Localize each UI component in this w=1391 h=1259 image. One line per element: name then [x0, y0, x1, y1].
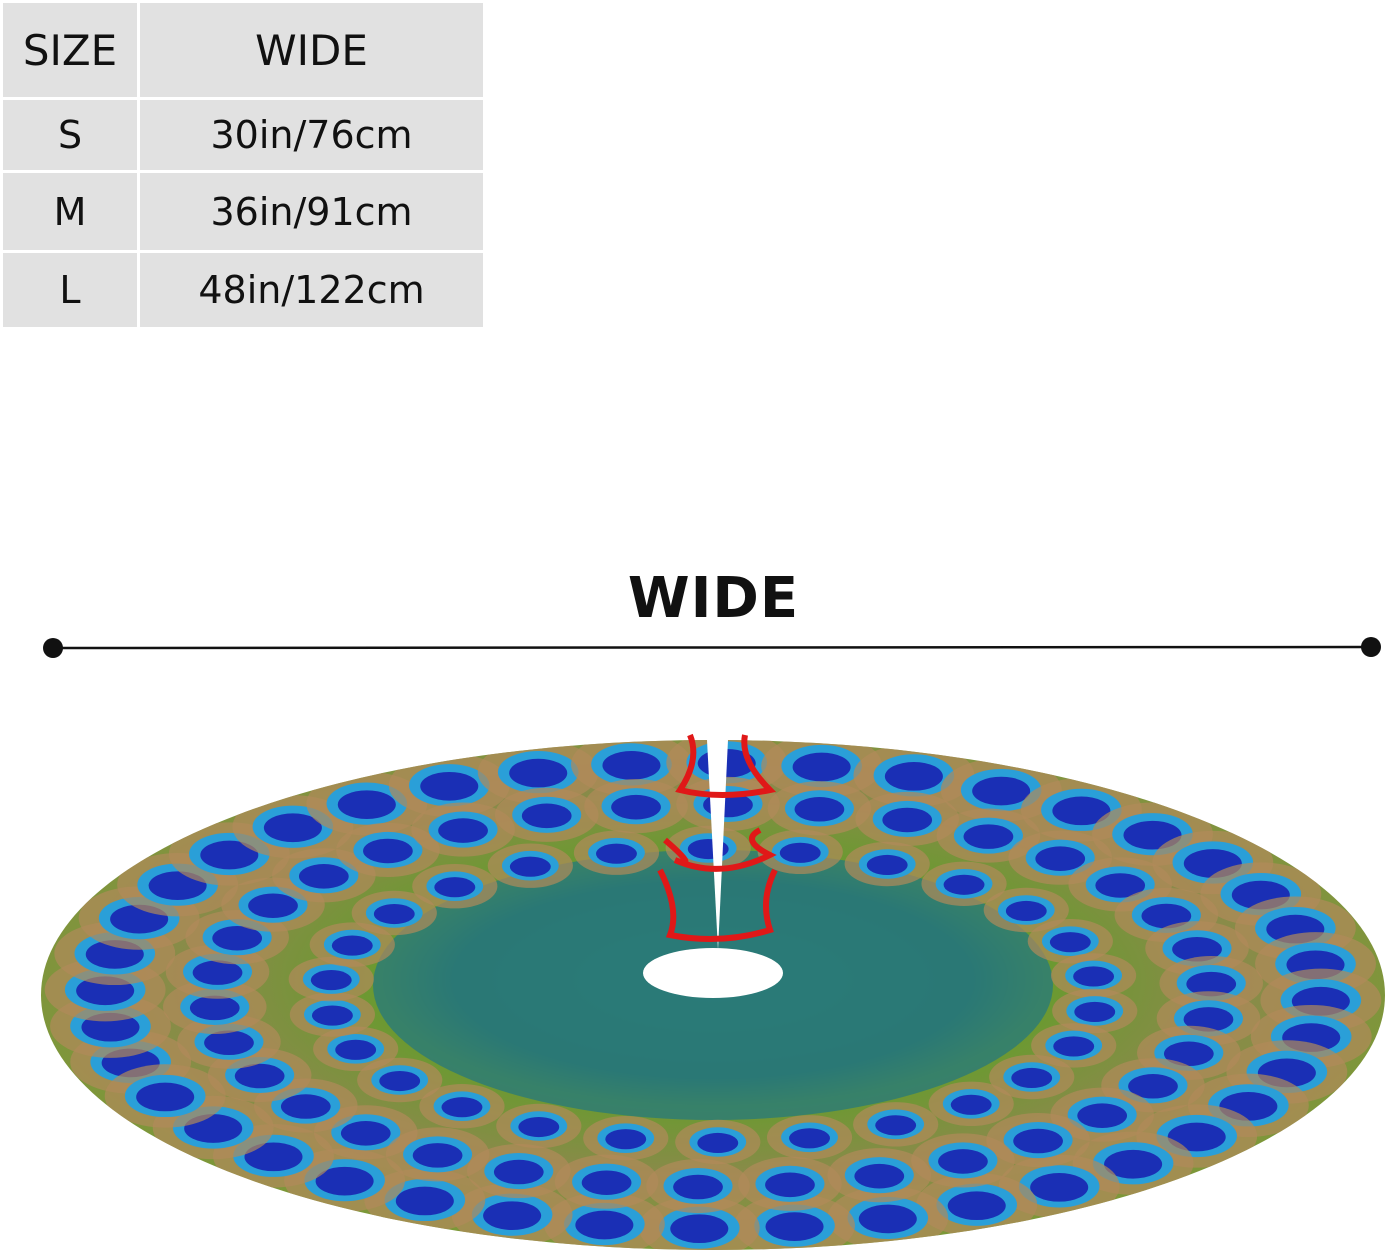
feather-eye — [411, 802, 515, 857]
feather-eye — [675, 1119, 761, 1165]
wide-column-header: WIDE — [140, 3, 483, 97]
feather-eye — [487, 843, 573, 888]
feather-eye — [844, 841, 930, 887]
size-chart-header-row: SIZE WIDE — [3, 3, 483, 97]
feather-eye — [853, 1102, 939, 1147]
feather-eye — [911, 1133, 1015, 1188]
measure-endpoint-left — [43, 638, 63, 658]
width-measure-line — [43, 637, 1381, 658]
feather-eye — [313, 1026, 399, 1072]
size-row-m: M 36in/91cm — [3, 173, 483, 250]
measure-endpoint-right — [1361, 637, 1381, 657]
wide-cell: 36in/91cm — [140, 173, 483, 250]
feather-eye — [289, 992, 376, 1037]
size-chart-table: SIZE WIDE S 30in/76cm M 36in/91cm L 48in… — [0, 0, 486, 330]
feather-eye — [1050, 953, 1137, 998]
feather-eye — [543, 1192, 665, 1250]
feather-eye — [757, 829, 843, 875]
feather-eye — [571, 740, 692, 797]
wide-dimension-label: WIDE — [627, 566, 800, 631]
feather-eye — [928, 1081, 1014, 1127]
size-row-s: S 30in/76cm — [3, 100, 483, 170]
feather-eye — [1031, 1023, 1117, 1068]
feather-eye — [766, 1115, 853, 1160]
feather-eye — [584, 779, 688, 834]
feather-eye — [989, 1054, 1075, 1100]
center-hole — [643, 948, 783, 998]
feather-eye — [921, 861, 1007, 906]
size-cell: M — [3, 173, 137, 250]
measure-line — [52, 645, 1372, 650]
feather-eye — [738, 1156, 842, 1211]
feather-eye — [638, 1196, 760, 1250]
feather-eye — [477, 740, 599, 804]
feather-eye — [827, 1186, 949, 1250]
wide-cell: 48in/122cm — [140, 253, 483, 327]
feather-eye — [983, 887, 1069, 933]
feather-eye — [554, 1154, 659, 1209]
feather-eye — [494, 787, 599, 842]
size-cell: L — [3, 253, 137, 327]
feather-eye — [761, 740, 883, 798]
feather-eye — [288, 956, 374, 1002]
feather-eye — [467, 1143, 571, 1199]
size-row-l: L 48in/122cm — [3, 253, 483, 327]
feather-eye — [734, 1193, 855, 1250]
feather-eye — [385, 1127, 490, 1182]
ribbon-ties — [657, 733, 778, 942]
feather-eye — [496, 1103, 582, 1149]
feather-eye — [855, 791, 959, 847]
feather-eye — [104, 1064, 226, 1128]
feather-eye — [357, 1057, 443, 1103]
feather-eye — [412, 863, 498, 909]
peacock-feather-pattern — [44, 740, 1382, 1250]
feather-eye — [1052, 988, 1138, 1034]
feather-eye — [419, 1084, 505, 1129]
feather-eye — [767, 781, 872, 836]
feather-eye — [573, 830, 660, 875]
size-cell: S — [3, 100, 137, 170]
feather-eye — [827, 1148, 932, 1203]
feather-eye — [646, 1158, 750, 1214]
feather-eye — [309, 922, 395, 967]
feather-eye — [351, 890, 437, 936]
feather-eye — [1027, 918, 1113, 964]
wide-cell: 30in/76cm — [140, 100, 483, 170]
feather-eye — [583, 1115, 669, 1161]
size-column-header: SIZE — [3, 3, 137, 97]
